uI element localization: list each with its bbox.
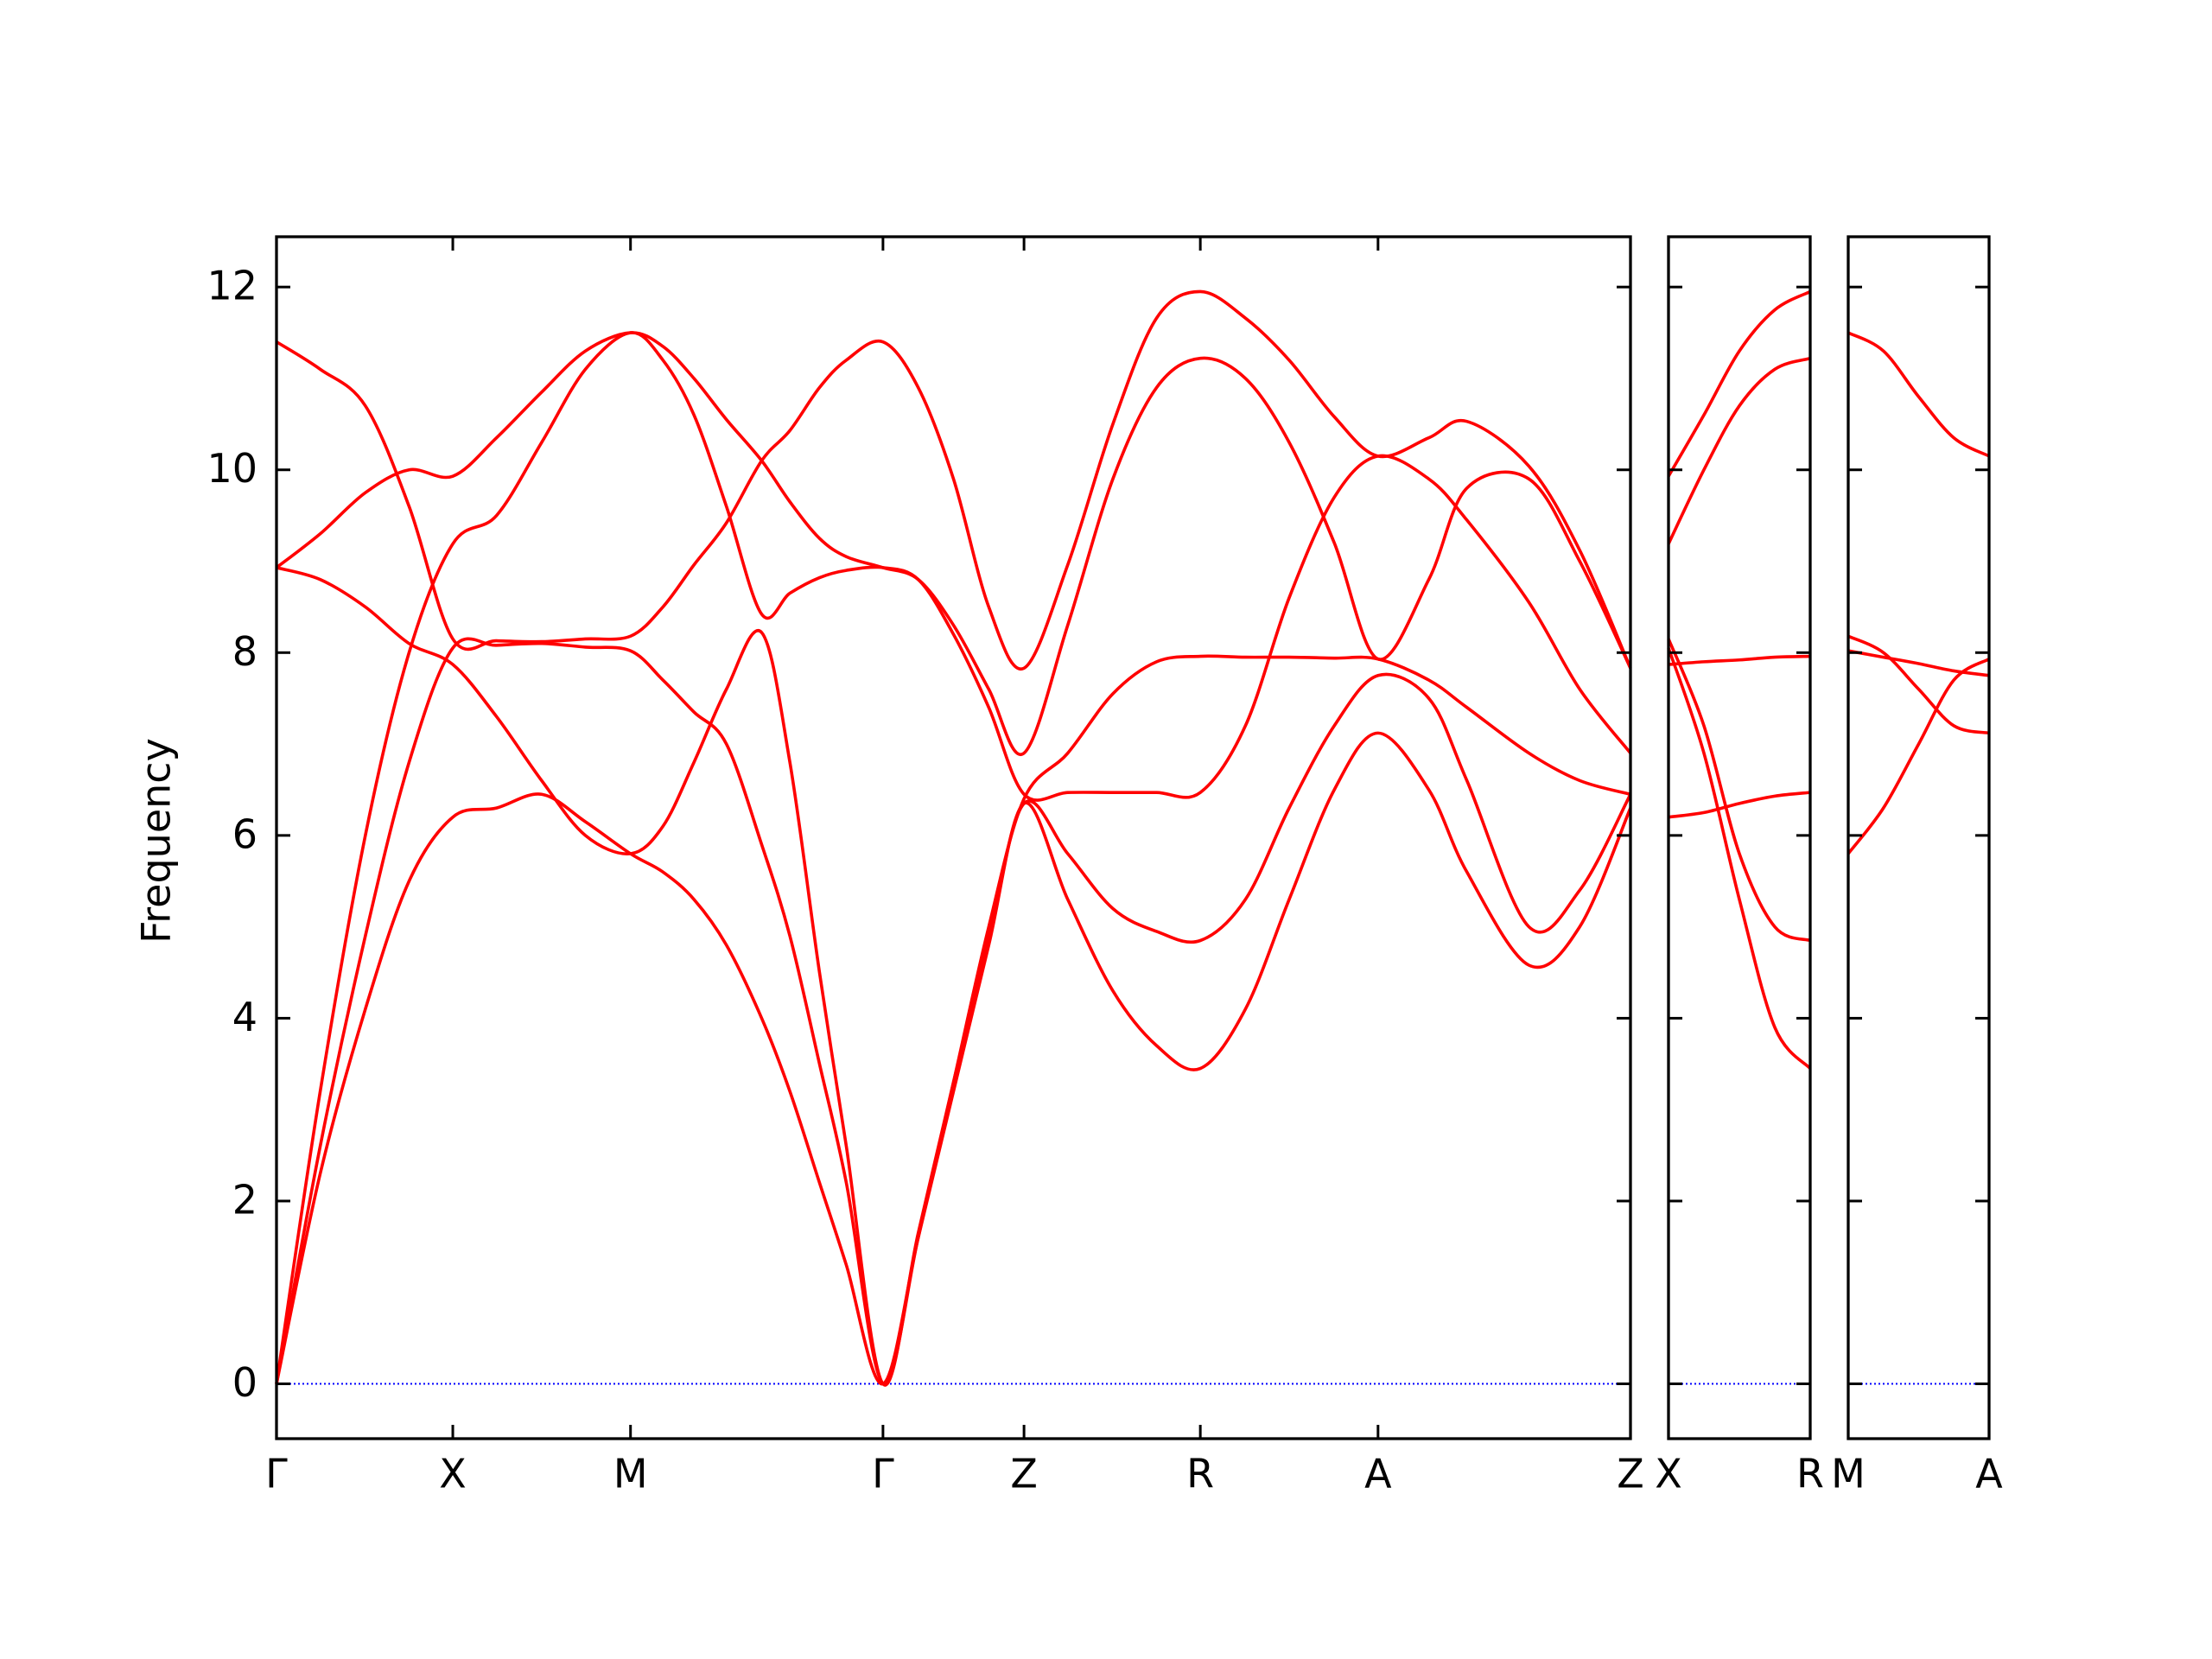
x-tick-label: Z bbox=[1010, 1451, 1038, 1497]
y-tick-label: 6 bbox=[232, 810, 257, 857]
band-line bbox=[1847, 331, 1990, 458]
band-line bbox=[1667, 638, 1811, 943]
y-tick-label: 12 bbox=[207, 263, 257, 309]
y-tick-label: 10 bbox=[207, 445, 257, 492]
band-line bbox=[275, 331, 1632, 1384]
y-tick-label: 8 bbox=[232, 628, 257, 675]
band-line bbox=[1847, 649, 1990, 677]
axes-frame bbox=[1847, 235, 1991, 1440]
y-tick-label: 2 bbox=[232, 1176, 257, 1223]
x-tick-label: M bbox=[613, 1451, 648, 1497]
x-tick-label: X bbox=[1655, 1451, 1682, 1497]
x-tick-label: M bbox=[1831, 1451, 1866, 1497]
band-line bbox=[275, 731, 1632, 1386]
y-tick-label: 0 bbox=[232, 1359, 257, 1406]
axes-frame bbox=[1667, 235, 1812, 1440]
x-tick-label: R bbox=[1186, 1451, 1214, 1497]
band-line bbox=[1668, 791, 1811, 819]
band-line bbox=[1668, 654, 1811, 666]
x-tick-label: X bbox=[439, 1451, 467, 1497]
band-line bbox=[1847, 634, 1990, 735]
y-tick-label: 4 bbox=[232, 994, 257, 1040]
x-tick-label: A bbox=[1975, 1451, 2003, 1497]
axes-frame bbox=[275, 235, 1632, 1440]
x-tick-label: Γ bbox=[265, 1451, 288, 1497]
x-tick-label: Γ bbox=[872, 1451, 894, 1497]
band-line bbox=[1667, 289, 1811, 478]
x-tick-label: R bbox=[1796, 1451, 1824, 1497]
band-line bbox=[1667, 356, 1811, 545]
x-tick-label: A bbox=[1364, 1451, 1392, 1497]
x-tick-label: Z bbox=[1617, 1451, 1644, 1497]
band-line bbox=[1667, 647, 1812, 1070]
band-line bbox=[1847, 658, 1990, 855]
band-line bbox=[276, 289, 1632, 671]
y-axis-label: Frequency bbox=[133, 738, 180, 944]
